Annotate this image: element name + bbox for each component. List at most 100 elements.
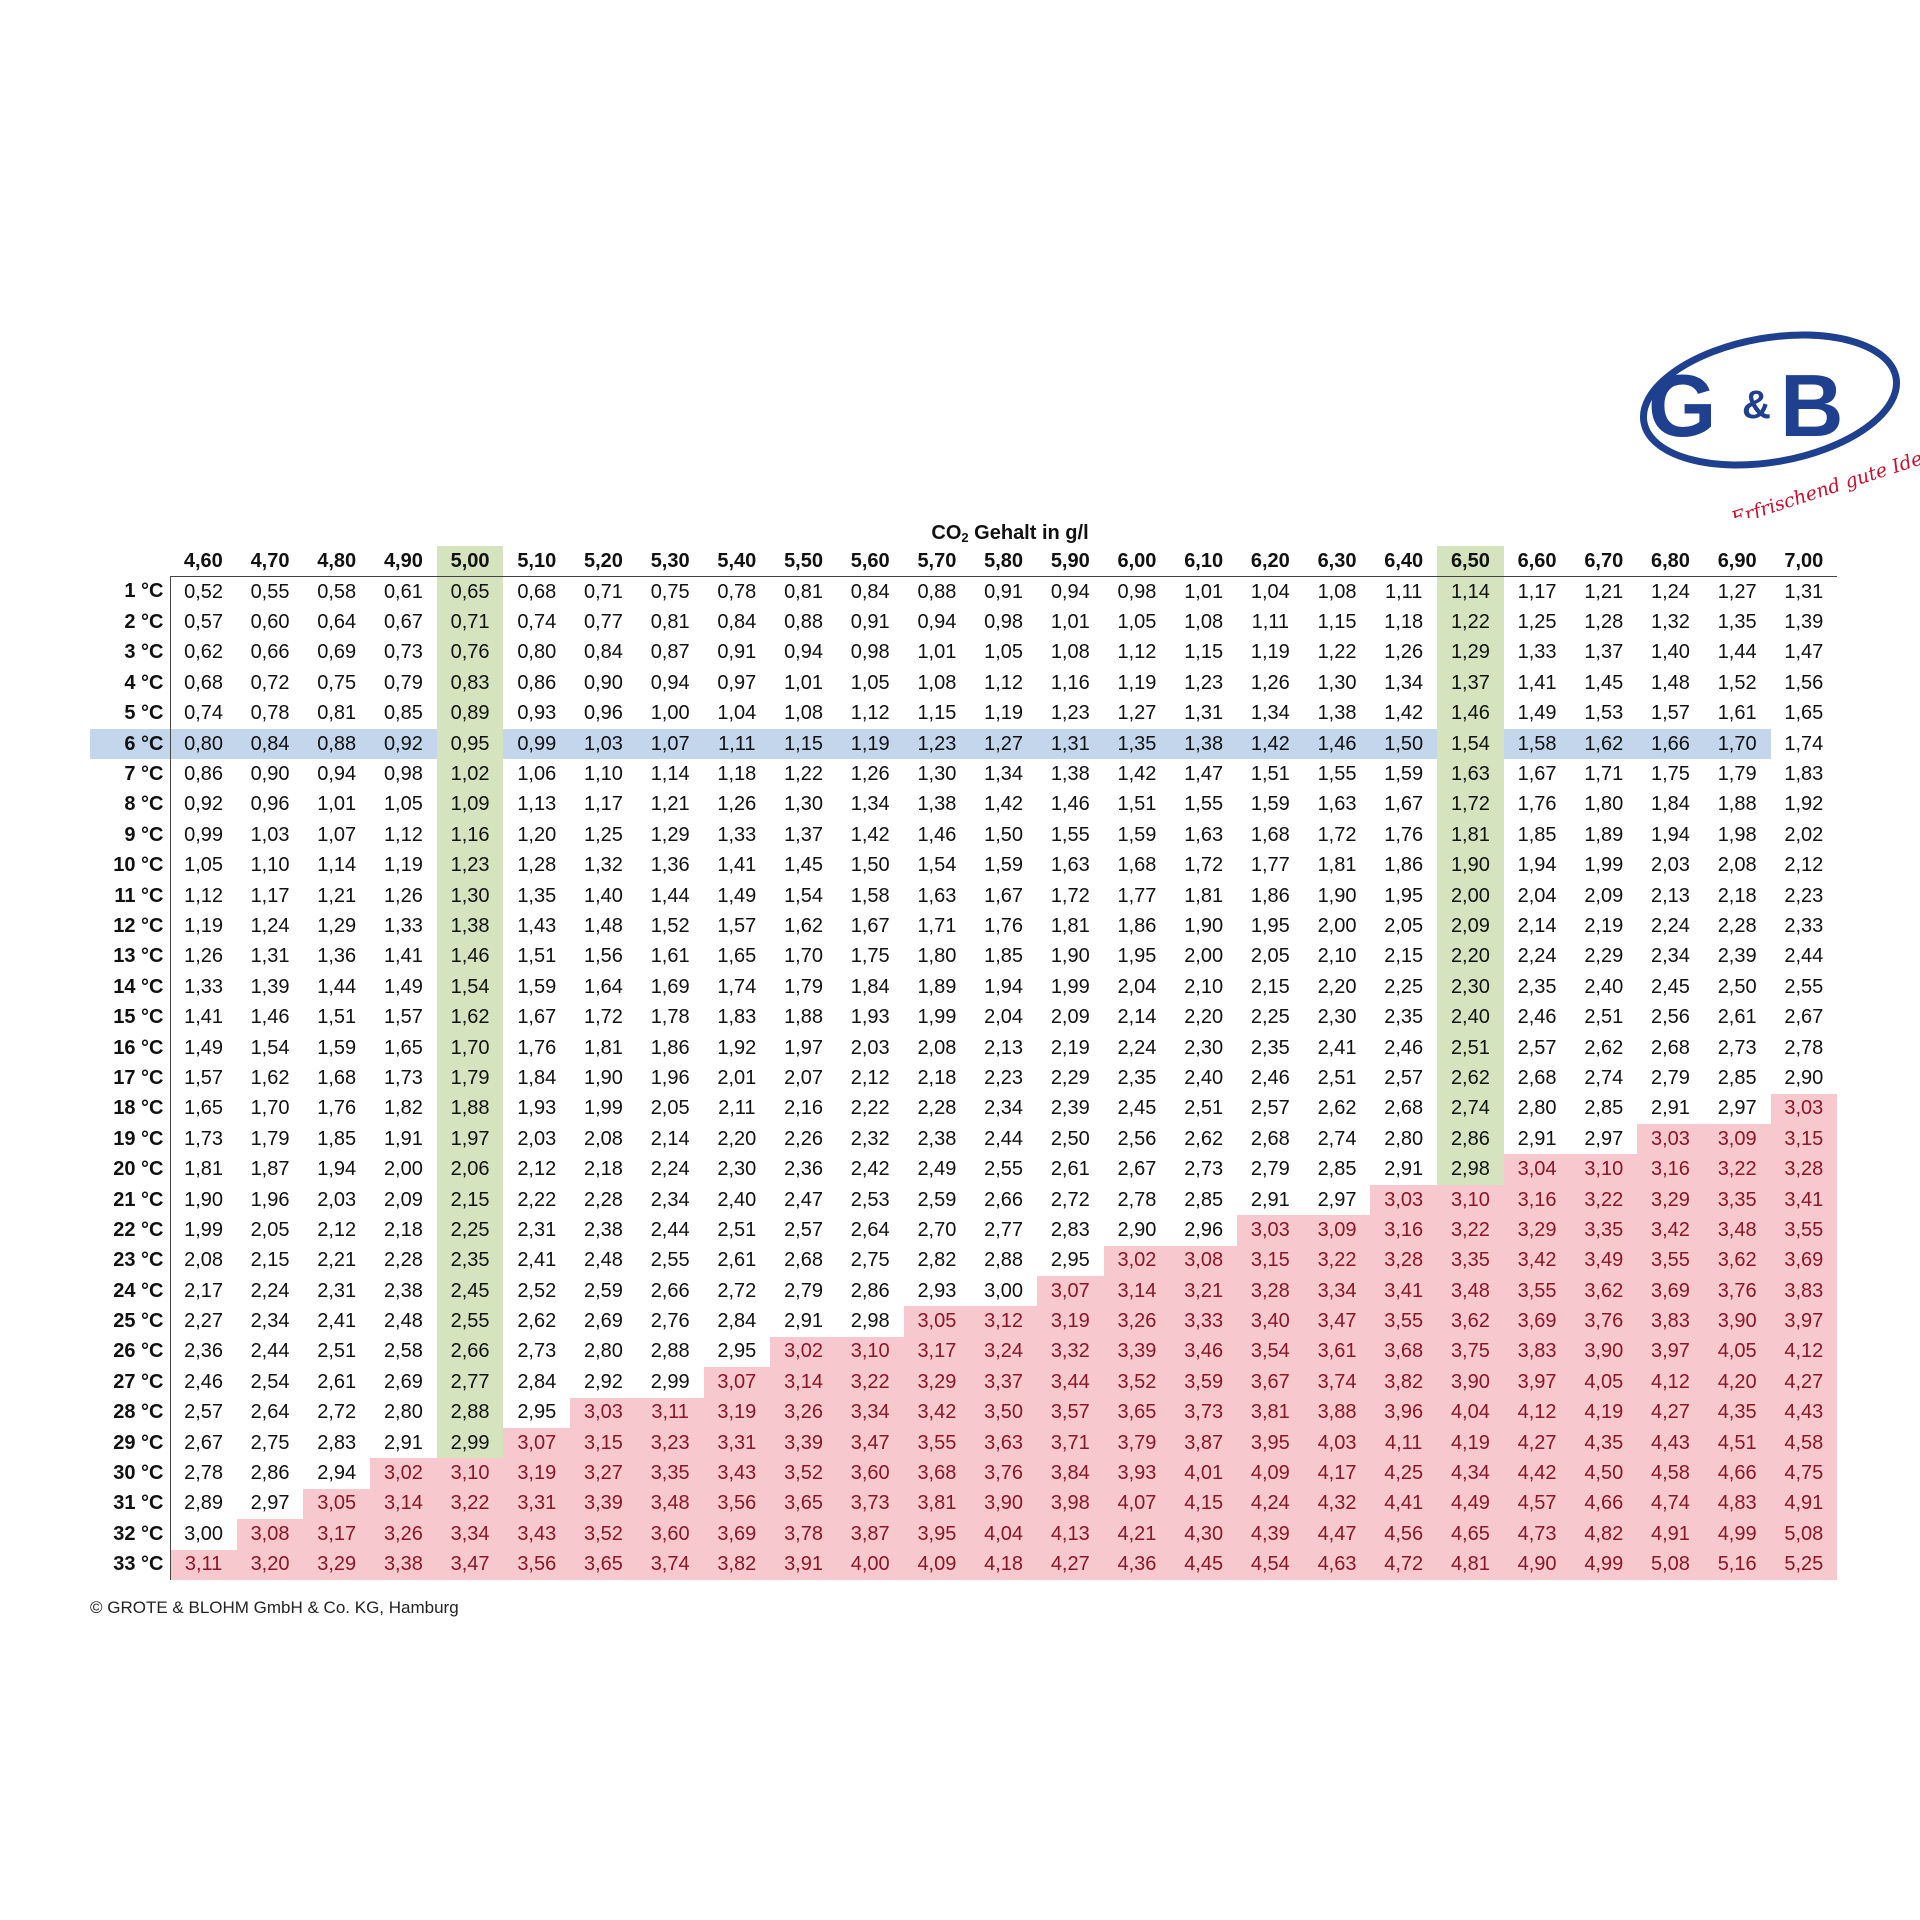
table-cell: 1,59 [317, 1036, 357, 1059]
table-cell: 1,30 [436, 880, 504, 912]
table-cell: 3,04 [1503, 1154, 1571, 1185]
table-cell: 1,26 [383, 884, 423, 907]
table-row: 22 °C 1,99 2,05 2,12 2,18 2,25 2,31 2,38 2,44 2,5… [90, 1215, 1838, 1246]
table-cell: 2,91 [1651, 1097, 1690, 1120]
table-cell: 1,68 [1117, 854, 1157, 877]
table-cell: 1,92 [717, 1036, 757, 1059]
table-cell: 1,93 [850, 1006, 890, 1029]
table-cell: 0,88 [784, 611, 823, 634]
table-cell: 3,15 [570, 1427, 637, 1459]
table-cell: 4,12 [1503, 1397, 1571, 1428]
table-cell: 1,94 [317, 1158, 357, 1181]
table-cell: 0,69 [317, 641, 357, 664]
table-cell: 3,29 [303, 1549, 371, 1580]
table-cell: 2,35 [1517, 975, 1557, 998]
table-cell: 3,47 [1303, 1306, 1371, 1337]
table-cell: 1,08 [1317, 580, 1357, 603]
table-cell: 2,80 [1384, 1127, 1424, 1150]
table-cell: 3,29 [1637, 1184, 1704, 1216]
table-cell: 2,96 [1184, 1218, 1224, 1241]
table-cell: 2,26 [784, 1127, 823, 1150]
table-cell: 1,88 [784, 1006, 823, 1029]
table-cell: 1,84 [1651, 793, 1690, 816]
table-cell: 0,84 [236, 728, 304, 760]
table-row: 4 °C 0,68 0,72 0,75 0,79 0,83 0,86 0,90 0,94 0,97… [90, 668, 1837, 699]
table-cell: 1,01 [317, 793, 357, 816]
table-cell: 1,87 [250, 1158, 290, 1181]
table-row: 32 °C 3,00 3,08 3,17 3,26 3,34 3,43 3,52 3,60 3,6… [90, 1519, 1838, 1550]
gb-logo: G B & Erfrischend gute Ideen [1639, 331, 1920, 518]
table-cell: 4,99 [1570, 1549, 1638, 1580]
table-cell: 4,07 [1103, 1488, 1171, 1520]
table-cell: 2,90 [1117, 1218, 1157, 1241]
table-cell: 3,19 [503, 1458, 571, 1489]
table-cell: 2,03 [517, 1127, 557, 1150]
table-cell: 1,67 [984, 884, 1024, 907]
table-cell: 1,46 [1437, 698, 1504, 729]
table-cell: 4,09 [1237, 1458, 1304, 1489]
table-cell: 1,05 [383, 793, 423, 816]
table-cell: 3,22 [1570, 1184, 1638, 1216]
table-cell: 0,91 [850, 611, 890, 634]
table-cell: 3,15 [1770, 1124, 1838, 1155]
table-cell: 5,08 [1637, 1549, 1704, 1580]
table-cell: 0,67 [383, 611, 423, 634]
table-cell: 1,59 [1384, 763, 1424, 786]
table-cell: 2,78 [1784, 1036, 1824, 1059]
table-cell: 2,88 [650, 1340, 690, 1363]
table-cell: 2,30 [1184, 1036, 1224, 1059]
table-cell: 2,13 [1651, 884, 1690, 907]
table-cell: 3,38 [370, 1549, 437, 1580]
table-row: 25 °C 2,27 2,34 2,41 2,48 2,55 2,62 2,69 2,76 2,8… [90, 1306, 1838, 1337]
row-label: 32 °C [90, 1519, 171, 1550]
table-cell: 1,34 [984, 763, 1024, 786]
table-cell: 0,83 [436, 668, 504, 699]
table-cell: 3,28 [1370, 1245, 1438, 1276]
table-cell: 3,35 [1437, 1245, 1504, 1276]
table-row: 24 °C 2,17 2,24 2,31 2,38 2,45 2,52 2,59 2,66 2,7… [90, 1275, 1838, 1307]
table-cell: 2,68 [784, 1249, 823, 1272]
table-cell: 1,14 [1437, 576, 1504, 608]
table-cell: 1,81 [1184, 884, 1224, 907]
co2-pressure-table: 4,60 4,70 4,80 4,90 5,00 5,10 5,20 5,30 5,40 5,50… [90, 546, 1838, 1580]
table-cell: 4,01 [1170, 1458, 1237, 1489]
table-cell: 3,69 [1770, 1245, 1838, 1276]
table-cell: 3,29 [1503, 1215, 1571, 1246]
table-cell: 0,98 [850, 641, 890, 664]
table-cell: 1,75 [850, 945, 890, 968]
table-cell: 2,64 [250, 1401, 290, 1424]
table-cell: 1,12 [184, 884, 224, 907]
svg-text:B: B [1780, 356, 1844, 455]
table-cell: 3,79 [1103, 1427, 1171, 1459]
row-label: 15 °C [90, 1002, 171, 1033]
table-cell: 0,75 [650, 580, 690, 603]
table-cell: 1,99 [584, 1097, 623, 1120]
table-cell: 2,12 [317, 1218, 357, 1241]
table-cell: 2,66 [436, 1336, 504, 1368]
table-cell: 3,47 [436, 1549, 504, 1580]
table-cell: 0,84 [850, 580, 890, 603]
table-cell: 1,12 [1117, 641, 1157, 664]
table-cell: 1,01 [1184, 580, 1224, 603]
table-cell: 1,90 [184, 1188, 224, 1211]
table-cell: 1,99 [184, 1218, 224, 1241]
table-cell: 2,23 [1784, 884, 1824, 907]
table-cell: 2,61 [717, 1249, 757, 1272]
table-cell: 2,59 [584, 1279, 623, 1302]
table-cell: 3,57 [1036, 1397, 1104, 1428]
table-cell: 3,05 [903, 1306, 971, 1337]
table-cell: 3,16 [1503, 1184, 1571, 1216]
table-cell: 1,31 [1184, 702, 1224, 725]
table-cell: 2,91 [784, 1310, 823, 1333]
table-cell: 2,21 [317, 1249, 357, 1272]
table-cell: 2,86 [250, 1462, 290, 1485]
table-cell: 0,90 [250, 763, 290, 786]
row-label: 21 °C [90, 1184, 171, 1216]
table-cell: 1,07 [636, 728, 704, 760]
table-cell: 0,72 [250, 671, 290, 694]
table-cell: 4,45 [1170, 1549, 1237, 1580]
table-cell: 1,50 [1370, 728, 1438, 760]
table-cell: 2,03 [317, 1188, 357, 1211]
table-cell: 2,46 [1384, 1036, 1424, 1059]
table-cell: 3,40 [1237, 1306, 1304, 1337]
